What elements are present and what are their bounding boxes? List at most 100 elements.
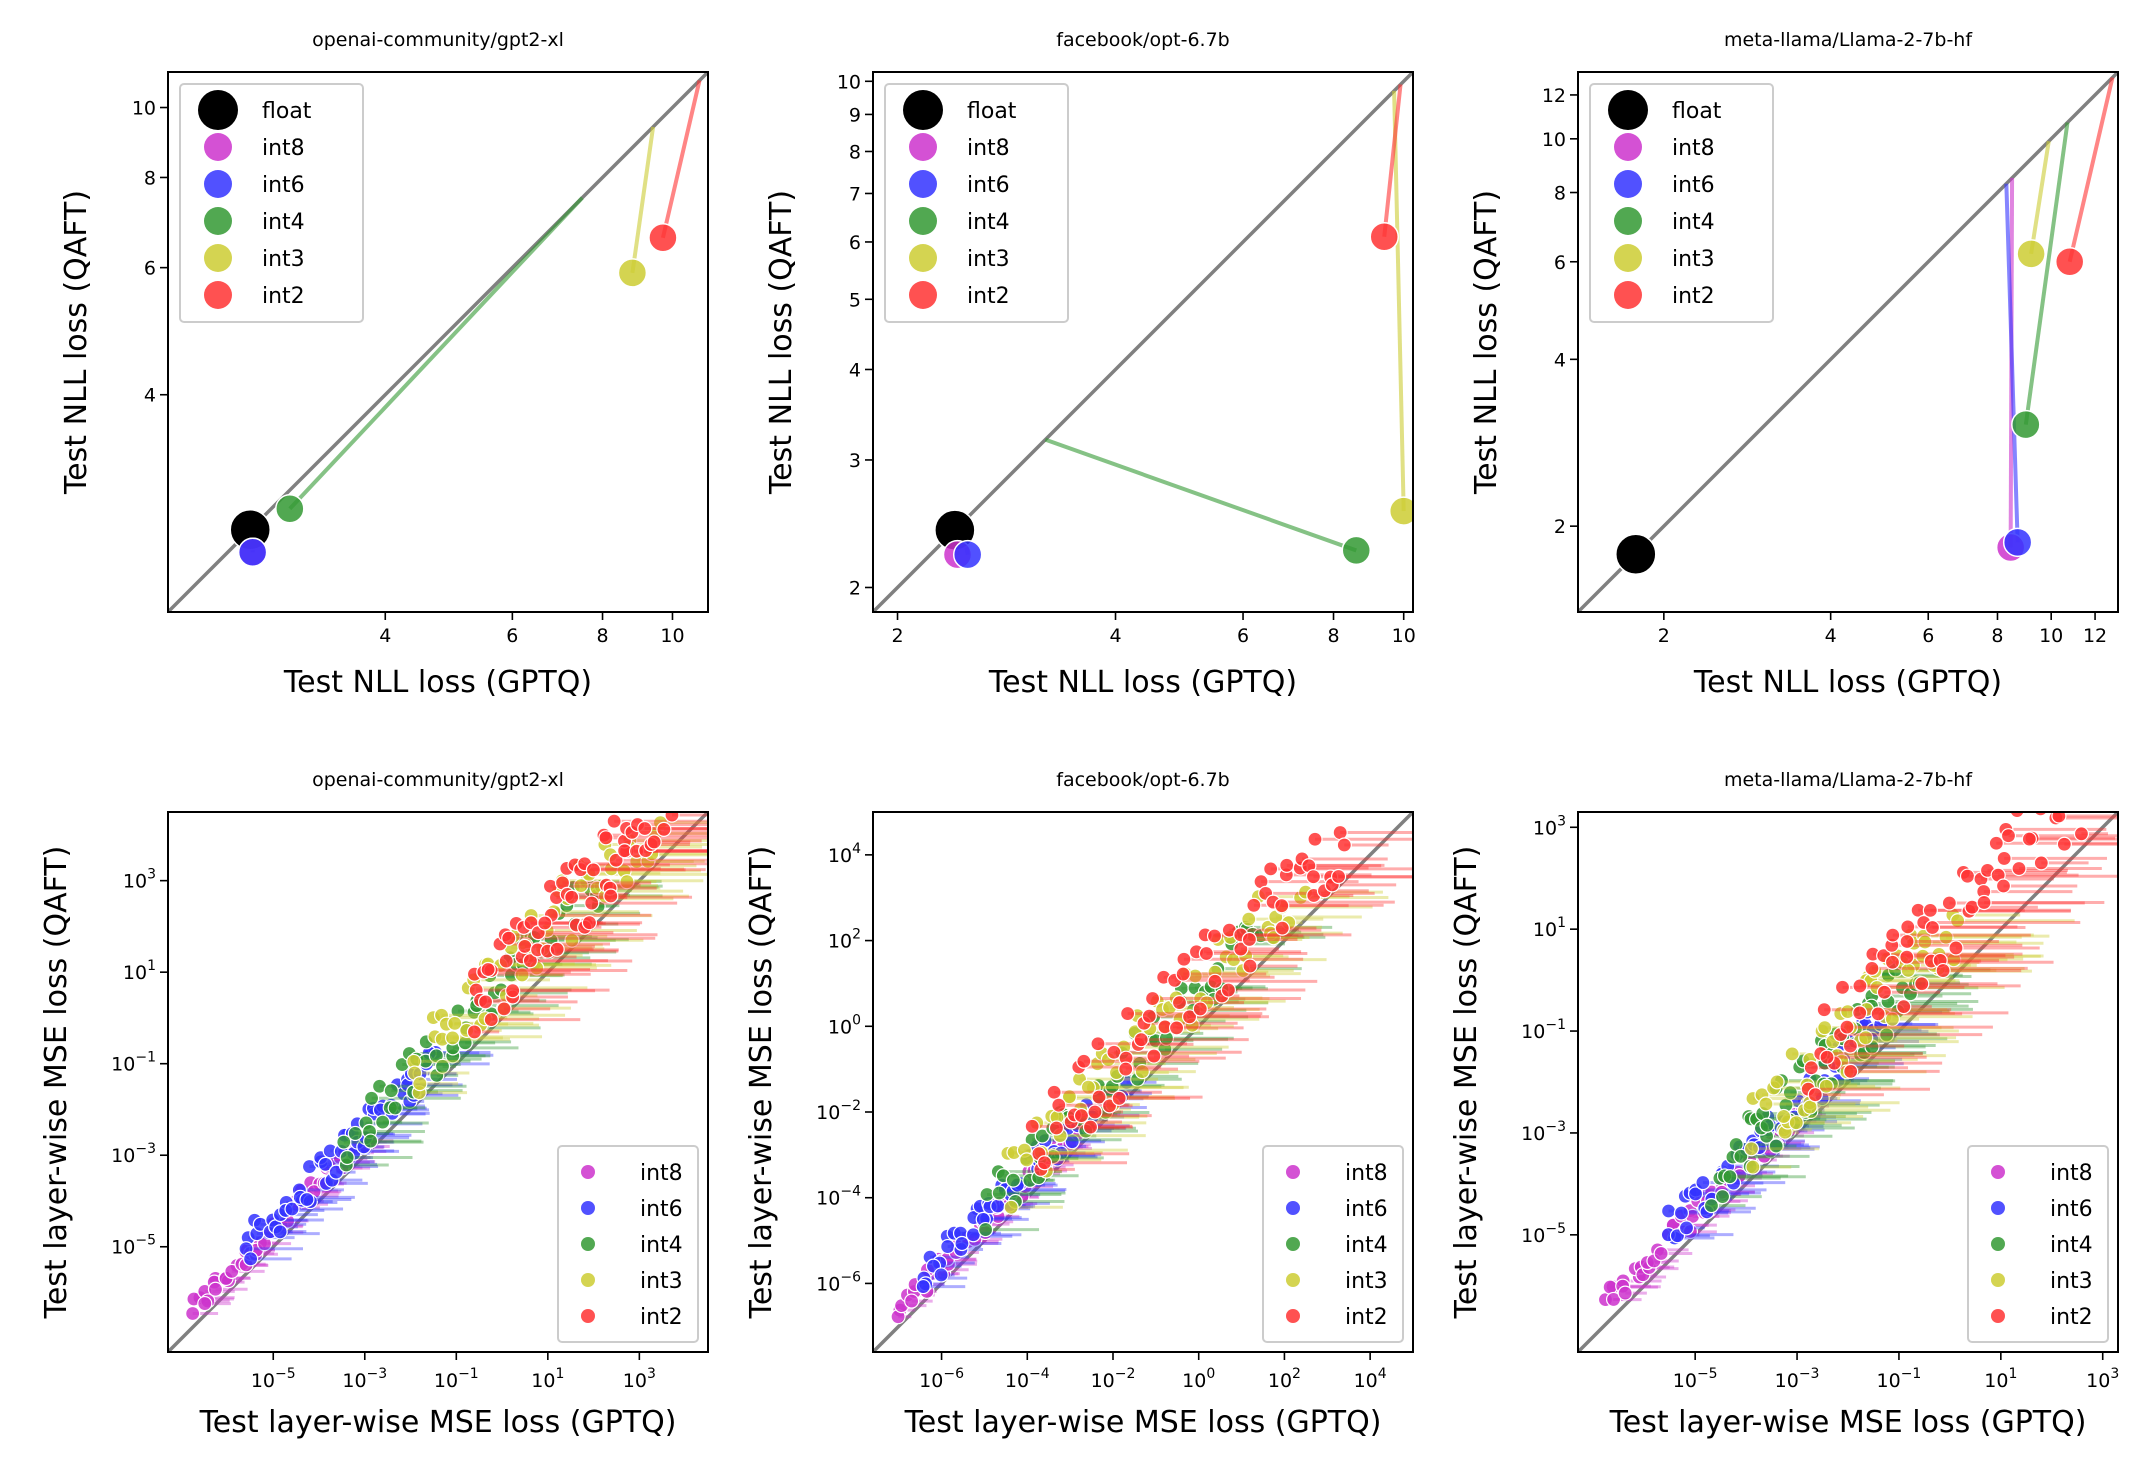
legend-label-int2: int2: [1345, 1305, 1388, 1330]
legend: float int8 int6 int4 int3 int2: [179, 83, 364, 323]
point-int8: [207, 1281, 224, 1297]
legend-label-int6: int6: [262, 173, 305, 198]
y-tick-label: 4: [1554, 349, 1566, 371]
point-int2: [501, 930, 517, 946]
ticks: 2 4 6 8 10 2 3 4 5 6 7 8 9 10: [837, 71, 1416, 647]
point-int3: [651, 794, 665, 808]
legend-marker-int3: [581, 1273, 595, 1287]
legend-marker-int4: [1614, 207, 1642, 235]
y-tick-label: 10: [837, 71, 861, 93]
point-int6: [237, 537, 268, 568]
point-int4: [1034, 1128, 1050, 1144]
plot-area: [873, 72, 1413, 612]
legend-label-int8: int8: [640, 1161, 683, 1186]
y-tick-label: 8: [1554, 183, 1566, 205]
point-int2: [466, 1024, 483, 1040]
point-int4: [363, 1090, 380, 1106]
point-int2: [1076, 1053, 1092, 1069]
axes-frame: [167, 71, 709, 613]
point-float: [1615, 533, 1657, 575]
point-int2: [1305, 869, 1322, 885]
y-tick-label: 10−6: [816, 1269, 861, 1295]
point-int4: [1759, 1117, 1775, 1133]
x-tick-label: 101: [1984, 1366, 2017, 1392]
point-int8: [197, 1295, 213, 1312]
point-int3: [514, 967, 530, 983]
point-int2: [665, 797, 679, 811]
ticks: 4 6 8 10 4 6 8 10: [132, 98, 685, 647]
point-int2: [2033, 812, 2048, 817]
point-int2: [1976, 894, 1992, 911]
point-int2: [1876, 984, 1892, 1000]
x-tick-label: 10: [1392, 625, 1416, 647]
point-int2: [477, 994, 494, 1010]
point-int6: [933, 1267, 949, 1283]
point-int2: [1935, 962, 1951, 979]
y-tick-label: 104: [828, 841, 861, 867]
point-int4: [991, 1185, 1007, 1201]
x-tick-label: 4: [1825, 625, 1837, 647]
legend-marker-int2: [1286, 1309, 1300, 1323]
point-int2: [1263, 861, 1279, 877]
legend-marker-int2: [1614, 281, 1642, 309]
x-tick-label: 4: [379, 625, 391, 647]
legend: int8 int6 int4 int3 int2: [1967, 1145, 2109, 1343]
point-int2: [2065, 783, 2079, 797]
point-int4: [1782, 1085, 1798, 1101]
legend-marker-int8: [204, 133, 232, 161]
legend-label-int4: int4: [262, 210, 305, 235]
point-int2: [2068, 747, 2082, 761]
x-tick-label: 6: [1922, 625, 1934, 647]
point-int2: [1279, 857, 1295, 873]
panel-title: openai-community/gpt2-xl: [312, 29, 564, 51]
point-int2: [584, 895, 600, 911]
point-int2: [1852, 1005, 1868, 1021]
point-int3: [1884, 1011, 1900, 1027]
point-int2: [1146, 1048, 1162, 1064]
point-int2: [1864, 960, 1880, 976]
x-tick-label: 10: [660, 625, 684, 647]
x-tick-label: 2: [891, 625, 903, 647]
point-int4: [1768, 1138, 1784, 1154]
legend-marker-float: [198, 90, 238, 130]
point-int3: [1769, 1074, 1785, 1090]
point-int4: [275, 494, 305, 524]
legend: float int8 int6 int4 int3 int2: [884, 83, 1069, 323]
series-int4: [1703, 962, 1991, 1214]
ticks: 10−6 10−4 10−2 100 102 104 10−6 10−4 10−2 100 102 1…: [816, 841, 1387, 1392]
y-axis-label: Test NLL loss (QAFT): [1469, 190, 1504, 495]
panel-1: 4 6 8 10 4 6 8 10 openai-community/gpt2-xl Test N…: [59, 29, 709, 700]
point-int2: [505, 983, 521, 999]
x-tick-label: 8: [1327, 625, 1339, 647]
plot-area: [168, 72, 708, 612]
connector-int4: [1044, 437, 1357, 553]
legend-label-int2: int2: [967, 284, 1010, 309]
point-int2: [1233, 941, 1249, 957]
legend-label-float: float: [1672, 99, 1722, 124]
identity-line: [1578, 812, 2118, 1352]
point-int2: [1852, 978, 1868, 994]
point-int2: [2080, 762, 2094, 776]
point-int2: [1330, 868, 1347, 885]
point-int2: [1106, 1044, 1122, 1060]
legend-marker-float: [1608, 90, 1648, 130]
point-int2: [676, 765, 690, 779]
point-int2: [1024, 1118, 1040, 1134]
x-tick-label: 10−6: [919, 1366, 964, 1392]
panel-6: 10−5 10−3 10−1 101 103 10−5 10−3 10−1 101 103 meta…: [1449, 747, 2119, 1440]
x-tick-label: 10−3: [342, 1366, 387, 1392]
legend-marker-int2: [909, 281, 937, 309]
point-int3: [573, 878, 589, 894]
point-int3: [1938, 929, 1954, 945]
legend-label-int6: int6: [967, 173, 1010, 198]
point-int2: [1307, 831, 1323, 847]
point-int4: [977, 1221, 994, 1238]
point-int2: [1807, 1087, 1823, 1103]
point-int2: [1120, 1005, 1136, 1022]
point-int2: [1133, 1032, 1149, 1048]
legend-label-int8: int8: [1672, 136, 1715, 161]
legend-marker-int4: [1286, 1237, 1300, 1251]
point-int2: [1181, 1009, 1198, 1025]
point-int3: [1134, 1063, 1150, 1080]
point-int3: [1745, 1159, 1761, 1175]
